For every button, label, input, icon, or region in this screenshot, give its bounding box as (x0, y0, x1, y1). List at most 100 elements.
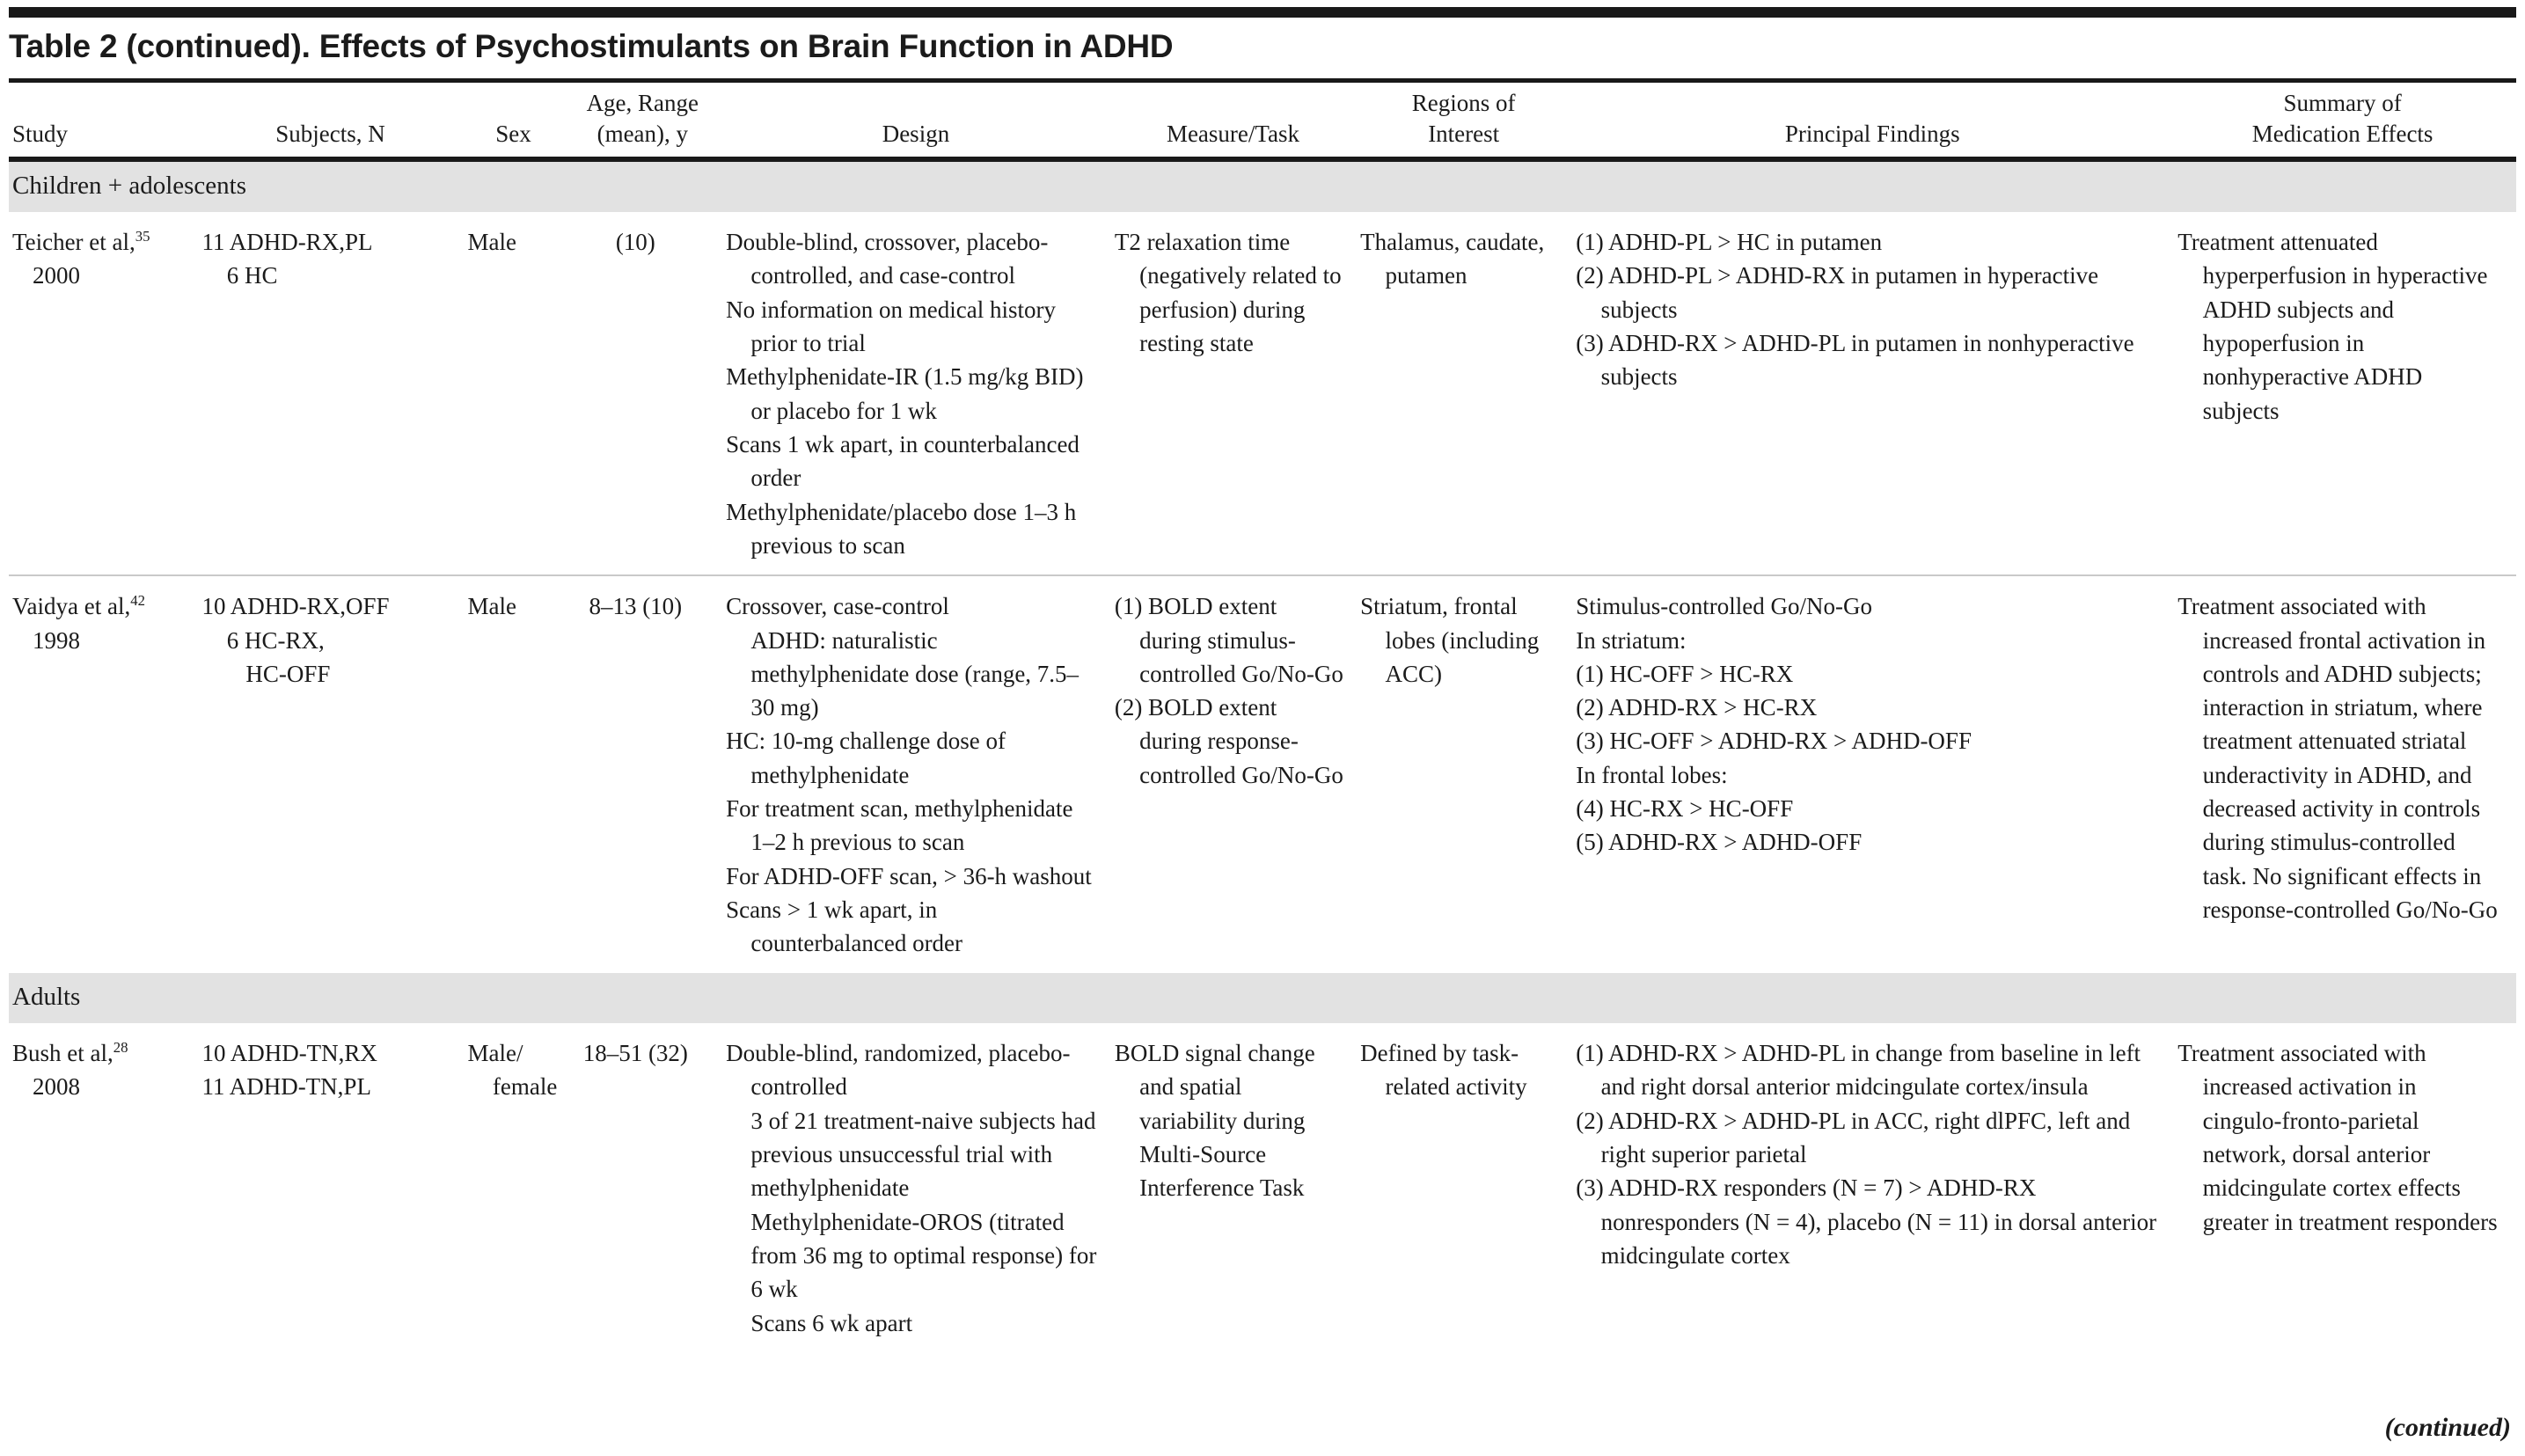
table-row: Bush et al,28 2008 10 ADHD-TN,RX 11 ADHD-TN… (9, 1023, 2516, 1352)
cell-text: T2 relaxation time (negatively related t… (1114, 228, 1342, 356)
header-row: Study Subjects, N Sex Age, Range (mean), y De… (9, 82, 2516, 162)
study-year: 1998 (32, 626, 80, 654)
column-header: Design (726, 82, 1115, 162)
design-cell: Crossover, case-control ADHD: naturalisti… (726, 574, 1115, 973)
reference-number: 35 (135, 227, 150, 245)
cell-text: For treatment scan, methylphenidate 1–2 … (726, 795, 1073, 856)
cell-text: Male/ (467, 1039, 523, 1066)
cell-text: Male (467, 228, 517, 255)
summary-cell: Treatment associated with increased fron… (2177, 574, 2516, 973)
cell-text: Crossover, case-control (726, 593, 949, 620)
column-header: Regions of Interest (1360, 82, 1577, 162)
cell-text: In frontal lobes: (1576, 761, 1728, 788)
cell-text: (5) ADHD-RX > ADHD-OFF (1576, 829, 1863, 856)
column-header: Measure/Task (1114, 82, 1361, 162)
sex-cell: Male (467, 574, 568, 973)
cell-text: Methylphenidate-IR (1.5 mg/kg BID) or pl… (726, 363, 1084, 424)
reference-number: 42 (130, 592, 145, 610)
table-row: Teicher et al,35 2000 11 ADHD-RX,PL 6 HC Mal… (9, 212, 2516, 575)
cell-text: Treatment associated with increased fron… (2177, 593, 2498, 924)
cell-text: Male (467, 593, 517, 620)
cell-text: (2) ADHD-RX > ADHD-PL in ACC, right dlPF… (1576, 1107, 2131, 1167)
cell-text: No information on medical history prior … (726, 296, 1057, 356)
cell-text: Thalamus, caudate, putamen (1360, 228, 1545, 289)
cell-text: 3 of 21 treatment-naive subjects had pre… (750, 1107, 1096, 1202)
study-cell: Bush et al,28 2008 (9, 1023, 201, 1352)
reference-number: 28 (113, 1038, 128, 1056)
continued-note: (continued) (2384, 1413, 2511, 1443)
cell-text: female (492, 1073, 558, 1101)
cell-text: Methylphenidate-OROS (titrated from 36 m… (750, 1208, 1097, 1303)
cell-text: Treatment attenuated hyperperfusion in h… (2177, 228, 2488, 424)
measure-task-cell: T2 relaxation time (negatively related t… (1115, 212, 1360, 575)
age-cell: 8–13 (10) (567, 574, 727, 973)
cell-text: HC: 10-mg challenge dose of methylphenid… (726, 728, 1006, 788)
paper-page: Table 2 (continued). Effects of Psychost… (9, 7, 2516, 1442)
subjects-cell: 10 ADHD-TN,RX 11 ADHD-TN,PL (201, 1023, 467, 1352)
cell-text: (2) BOLD extent during response-controll… (1114, 694, 1343, 788)
study-cell: Vaidya et al,42 1998 (9, 574, 202, 973)
summary-cell: Treatment attenuated hyperperfusion in h… (2177, 212, 2516, 575)
study-year: 2008 (32, 1073, 80, 1101)
column-header: Sex (467, 82, 568, 162)
top-rule (9, 7, 2516, 18)
cell-text: (1) BOLD extent during stimulus-controll… (1114, 593, 1343, 687)
measure-task-cell: BOLD signal change and spatial variabili… (1115, 1023, 1360, 1352)
cell-text: 11 ADHD-TN,PL (201, 1073, 371, 1101)
design-cell: Double-blind, randomized, placebo-contro… (726, 1023, 1115, 1352)
study-authors: Vaidya et al,42 (12, 592, 145, 620)
cell-text: Methylphenidate/placebo dose 1–3 h previ… (726, 498, 1077, 559)
regions-cell: Defined by task-related activity (1360, 1023, 1576, 1352)
cell-text: Double-blind, randomized, placebo-contro… (726, 1039, 1071, 1101)
findings-cell: (1) ADHD-RX > ADHD-PL in change from bas… (1576, 1023, 2177, 1352)
findings-cell: Stimulus-controlled Go/No-Go In striatum:… (1576, 574, 2178, 973)
cell-text: (3) ADHD-RX > ADHD-PL in putamen in nonh… (1576, 329, 2134, 391)
cell-text: (3) ADHD-RX responders (N = 7) > ADHD-RX… (1576, 1174, 2157, 1269)
cell-text: (1) HC-OFF > HC-RX (1576, 660, 1794, 687)
cell-text: HC-OFF (245, 660, 331, 687)
study-cell: Teicher et al,35 2000 (9, 212, 201, 575)
cell-text: Scans > 1 wk apart, in counterbalanced o… (726, 896, 963, 957)
cell-text: BOLD signal change and spatial variabili… (1114, 1039, 1315, 1202)
study-table: Study Subjects, N Sex Age, Range (mean), y De… (9, 82, 2516, 1352)
cell-text: Defined by task-related activity (1360, 1039, 1527, 1101)
cell-text: Scans 1 wk apart, in counterbalanced ord… (726, 430, 1080, 492)
study-authors: Teicher et al,35 (12, 227, 150, 255)
cell-text: For ADHD-OFF scan, > 36-h washout (726, 862, 1092, 889)
cell-text: Treatment associated with increased acti… (2177, 1039, 2498, 1235)
cell-text: Stimulus-controlled Go/No-Go (1576, 593, 1872, 620)
column-header: Principal Findings (1576, 82, 2178, 162)
study-authors: Bush et al,28 (12, 1038, 128, 1066)
cell-text: 6 HC (226, 262, 278, 289)
summary-cell: Treatment associated with increased acti… (2177, 1023, 2516, 1352)
table-row: Vaidya et al,42 1998 10 ADHD-RX,OFF 6 HC-RX… (9, 574, 2516, 973)
regions-cell: Thalamus, caudate, putamen (1360, 212, 1576, 575)
regions-cell: Striatum, frontal lobes (including ACC) (1360, 574, 1577, 973)
study-year: 2000 (32, 262, 80, 289)
cell-text: (2) ADHD-RX > HC-RX (1576, 694, 1818, 721)
cell-text: (3) HC-OFF > ADHD-RX > ADHD-OFF (1576, 728, 1972, 755)
cell-text: 11 ADHD-RX,PL (201, 228, 373, 255)
column-header: Study (9, 82, 202, 162)
cell-text: (1) ADHD-PL > HC in putamen (1576, 228, 1883, 255)
subjects-cell: 10 ADHD-RX,OFF 6 HC-RX, HC-OFF (201, 574, 468, 973)
cell-text: Double-blind, crossover, placebo-control… (726, 228, 1049, 289)
column-header: Summary of Medication Effects (2177, 82, 2516, 162)
cell-text: 6 HC-RX, (226, 626, 325, 654)
cell-text: 10 ADHD-RX,OFF (201, 593, 390, 620)
column-header: Subjects, N (201, 82, 468, 162)
cell-text: (2) ADHD-PL > ADHD-RX in putamen in hype… (1576, 262, 2099, 323)
sex-cell: Male (468, 212, 568, 575)
subjects-cell: 11 ADHD-RX,PL 6 HC (201, 212, 467, 575)
design-cell: Double-blind, crossover, placebo-control… (726, 212, 1115, 575)
section-row: Adults (9, 972, 2516, 1023)
column-header: Age, Range (mean), y (567, 82, 727, 162)
sex-cell: Male/female (468, 1023, 568, 1352)
cell-text: Striatum, frontal lobes (including ACC) (1360, 593, 1540, 687)
measure-task-cell: (1) BOLD extent during stimulus-controll… (1114, 574, 1361, 973)
age-cell: (10) (615, 228, 655, 255)
findings-cell: (1) ADHD-PL > HC in putamen (2) ADHD-PL >… (1576, 212, 2177, 575)
cell-text: (1) ADHD-RX > ADHD-PL in change from bas… (1576, 1039, 2141, 1101)
section-header: Adults (9, 972, 2516, 1023)
age-cell: 18–51 (32) (582, 1039, 688, 1066)
